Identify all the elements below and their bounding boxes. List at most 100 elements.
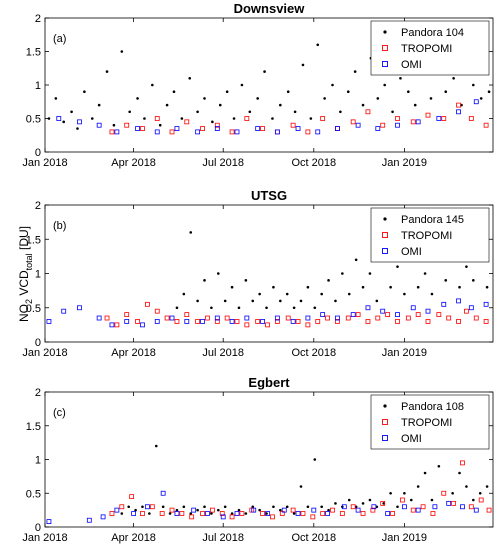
legend-label-tropomi: TROPOMI: [401, 417, 452, 429]
data-point-pandora: [309, 117, 313, 120]
data-point-omi: [184, 319, 190, 324]
data-point-tropomi: [224, 315, 230, 321]
data-point-pandora: [76, 127, 79, 130]
x-tick-label: Jan 2018: [22, 532, 67, 544]
x-tick-label: Jul 2018: [202, 532, 244, 544]
data-point-omi: [410, 305, 416, 311]
data-point-omi: [274, 129, 280, 135]
x-tick-label: Oct 2018: [291, 347, 336, 359]
data-point-pandora: [316, 43, 320, 47]
data-point-omi: [375, 126, 381, 131]
data-point-pandora: [354, 258, 358, 262]
y-tick-label: 0: [35, 337, 41, 349]
data-point-pandora: [472, 498, 475, 502]
data-point-pandora: [383, 83, 386, 87]
data-point-tropomi: [320, 116, 326, 121]
legend-marker-pandora: [383, 404, 387, 408]
data-point-pandora: [256, 97, 259, 100]
data-point-tropomi: [109, 129, 115, 135]
data-point-pandora: [320, 505, 323, 509]
data-point-pandora: [232, 117, 236, 120]
data-point-omi: [96, 315, 102, 321]
data-point-omi: [468, 305, 474, 311]
data-point-pandora: [478, 491, 482, 495]
data-point-pandora: [237, 306, 241, 310]
data-point-pandora: [54, 97, 58, 100]
data-point-omi: [335, 315, 340, 321]
data-point-pandora: [265, 306, 268, 310]
legend-label-omi: OMI: [401, 433, 422, 445]
data-point-pandora: [172, 90, 176, 93]
data-point-pandora: [451, 491, 454, 495]
data-point-omi: [460, 504, 465, 510]
data-point-tropomi: [164, 315, 170, 321]
data-point-tropomi: [290, 122, 296, 128]
data-point-pandora: [430, 292, 434, 296]
data-point-pandora: [90, 117, 94, 120]
data-point-pandora: [472, 83, 475, 87]
data-point-omi: [260, 319, 266, 324]
data-point-tropomi: [320, 511, 326, 516]
panel-utsg: UTSG 0 0.5 1 1.5 2 Jan 2018 Apr 2018 Jul 2018 Oct…: [22, 188, 494, 359]
data-point-omi: [290, 319, 296, 324]
data-point-omi: [200, 319, 205, 324]
data-point-tropomi: [339, 511, 345, 516]
data-point-omi: [395, 312, 400, 318]
data-point-pandora: [127, 505, 130, 509]
data-point-pandora: [120, 50, 124, 53]
data-point-pandora: [196, 110, 199, 114]
data-point-tropomi: [305, 129, 311, 135]
data-point-omi: [311, 507, 317, 513]
x-tick-label: Apr 2018: [111, 532, 156, 544]
data-point-pandora: [263, 70, 266, 73]
data-point-tropomi: [274, 319, 280, 324]
data-point-omi: [174, 126, 180, 131]
data-point-pandora: [444, 279, 448, 282]
data-point-tropomi: [441, 490, 447, 496]
data-point-omi: [315, 129, 321, 135]
series-omi: [46, 490, 479, 524]
data-point-pandora: [485, 285, 489, 289]
legend-label-omi: OMI: [401, 246, 422, 258]
y-tick-label: 0.5: [26, 114, 41, 126]
data-point-omi: [425, 308, 431, 314]
panel-label: (a): [53, 33, 66, 45]
data-point-pandora: [334, 502, 337, 505]
legend-label-pandora: Pandora 108: [401, 401, 464, 413]
data-point-pandora: [292, 512, 296, 515]
legend: Pandora 104 TROPOMI OMI: [370, 20, 490, 76]
legend-box: [370, 394, 490, 450]
data-point-omi: [265, 511, 270, 516]
data-point-pandora: [218, 103, 222, 107]
data-point-pandora: [444, 90, 448, 93]
data-point-pandora: [251, 299, 255, 303]
data-point-tropomi: [425, 319, 431, 324]
data-point-pandora: [279, 103, 282, 107]
data-point-tropomi: [140, 126, 145, 131]
legend: Pandora 108 TROPOMI OMI: [370, 394, 490, 450]
data-point-tropomi: [265, 322, 270, 328]
y-tick-label: 1.5: [26, 47, 41, 59]
data-point-pandora: [376, 97, 380, 100]
data-point-tropomi: [169, 507, 175, 513]
data-point-tropomi: [380, 500, 386, 506]
data-point-pandora: [210, 512, 213, 515]
data-point-omi: [401, 504, 407, 510]
data-point-tropomi: [219, 511, 225, 516]
series-tropomi: [109, 460, 492, 520]
data-point-tropomi: [395, 116, 400, 121]
data-point-tropomi: [124, 312, 130, 318]
data-point-omi: [305, 315, 311, 321]
data-point-pandora: [203, 279, 206, 282]
data-point-pandora: [327, 279, 330, 282]
data-point-tropomi: [184, 119, 190, 125]
data-point-pandora: [211, 120, 214, 124]
data-point-tropomi: [360, 511, 366, 516]
data-point-pandora: [272, 285, 275, 289]
data-point-tropomi: [483, 122, 489, 128]
data-point-pandora: [313, 306, 317, 310]
data-point-pandora: [136, 97, 139, 100]
data-point-tropomi: [305, 322, 311, 328]
legend-label-pandora: Pandora 145: [401, 214, 464, 226]
